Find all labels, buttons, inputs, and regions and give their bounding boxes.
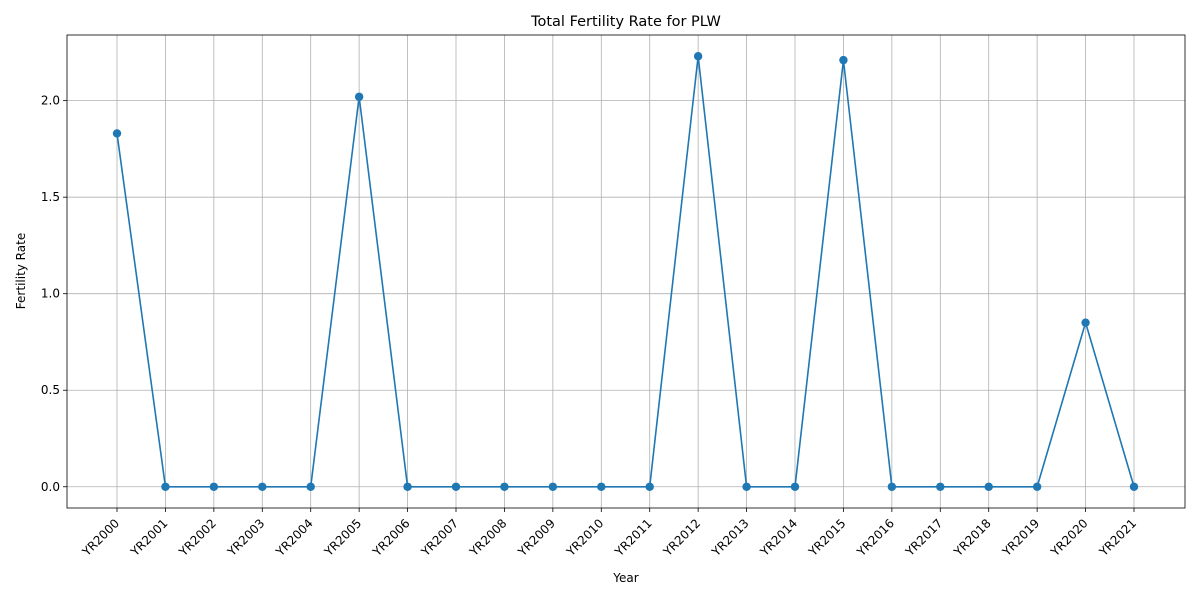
x-tick-label: YR2019: [999, 516, 1042, 559]
data-point: [984, 482, 993, 491]
data-point: [1129, 482, 1139, 491]
x-tick-label: YR2017: [902, 516, 945, 559]
data-point: [839, 55, 848, 65]
data-point: [645, 482, 654, 491]
x-tick-label: YR2020: [1047, 516, 1090, 559]
data-point: [936, 482, 945, 491]
data-point: [693, 52, 703, 61]
x-tick-label: YR2003: [224, 516, 267, 559]
grid: [67, 35, 1185, 508]
x-tick-label: YR2015: [805, 516, 848, 559]
data-point: [258, 482, 267, 491]
data-point: [1032, 482, 1042, 491]
y-tick-label: 2.0: [41, 94, 60, 108]
data-point: [354, 92, 364, 101]
x-tick-label: YR2016: [854, 516, 897, 559]
x-axis-ticks: YR2000 YR2001 YR2002 YR2003 YR2004 YR2005 YR20…: [79, 508, 1139, 560]
x-tick-label: YR2005: [321, 516, 364, 559]
x-tick-label: YR2004: [273, 516, 316, 559]
data-point: [887, 482, 897, 491]
y-axis-ticks: 0.0 0.5 1.0 1.5 2.0: [41, 94, 67, 494]
x-tick-label: YR2009: [515, 516, 558, 559]
data-point: [790, 482, 800, 491]
x-tick-label: YR2012: [660, 516, 703, 559]
chart-title: Total Fertility Rate for PLW: [530, 14, 721, 30]
data-point: [209, 482, 219, 491]
y-tick-label: 1.0: [41, 287, 60, 301]
x-tick-label: YR2001: [127, 516, 170, 559]
x-tick-label: YR2013: [708, 516, 751, 559]
x-tick-label: YR2014: [757, 516, 800, 559]
x-tick-label: YR2006: [369, 516, 412, 559]
data-point: [1081, 318, 1090, 327]
x-tick-label: YR2021: [1096, 516, 1139, 559]
x-tick-label: YR2010: [563, 516, 606, 559]
y-axis-label: Fertility Rate: [14, 233, 28, 309]
data-point: [451, 482, 461, 491]
data-point: [161, 482, 170, 491]
series-line: [116, 55, 1135, 488]
x-tick-label: YR2007: [418, 516, 461, 559]
y-tick-label: 0.0: [41, 480, 60, 494]
x-tick-label: YR2000: [79, 516, 122, 559]
x-tick-label: YR2011: [612, 516, 655, 559]
x-axis-label: Year: [612, 571, 638, 585]
x-tick-label: YR2018: [951, 516, 994, 559]
data-point: [597, 482, 606, 491]
data-point: [403, 482, 412, 491]
data-point: [742, 482, 751, 491]
x-tick-label: YR2002: [176, 516, 219, 559]
series-layer: [112, 52, 1139, 491]
plot-frame: [66, 34, 1186, 509]
data-point: [548, 482, 558, 491]
data-point: [306, 482, 315, 491]
y-tick-label: 1.5: [41, 190, 60, 204]
y-tick-label: 0.5: [41, 383, 60, 397]
data-point: [500, 482, 509, 491]
x-tick-label: YR2008: [466, 516, 509, 559]
data-point: [112, 129, 122, 138]
